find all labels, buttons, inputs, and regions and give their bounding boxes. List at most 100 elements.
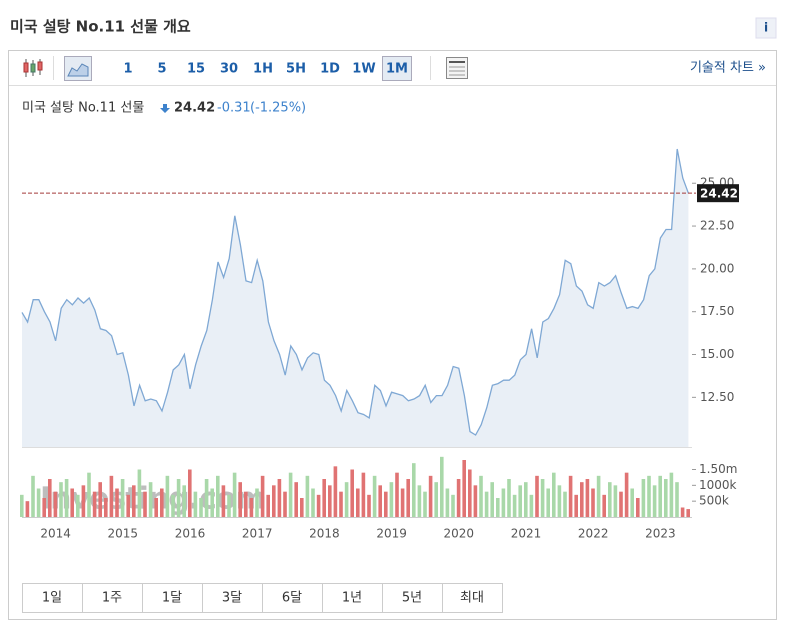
range-label[interactable]: 1년 — [342, 591, 362, 606]
volume-bar — [25, 501, 30, 517]
volume-bar — [664, 479, 668, 517]
volume-bar — [630, 488, 634, 517]
x-tick-label: 2016 — [175, 527, 206, 541]
volume-bar — [445, 488, 450, 517]
range-button[interactable] — [442, 583, 503, 613]
volume-bar — [64, 479, 69, 517]
title: 미국 설탕 No.11 선물 개요 — [10, 18, 191, 36]
range-label[interactable]: 최대 — [460, 591, 484, 606]
volume-bar — [249, 498, 254, 517]
y-tick-label: 15.00 — [700, 347, 734, 361]
volume-bar — [283, 491, 287, 517]
volume-bar — [76, 494, 80, 517]
volume-bar — [255, 488, 259, 517]
volume-bar — [574, 494, 578, 517]
volume-bar — [529, 494, 534, 517]
volume-bar — [305, 475, 310, 517]
range-label[interactable]: 1일 — [42, 591, 62, 606]
volume-bar — [188, 469, 192, 517]
volume-bar — [199, 498, 203, 517]
range-label[interactable]: 5년 — [402, 591, 422, 606]
volume-bar — [260, 475, 265, 517]
quote-change-pct: (-1.25%) — [250, 101, 306, 116]
volume-bar — [512, 494, 517, 517]
interval-button[interactable]: 5H — [286, 62, 306, 77]
volume-bar — [36, 488, 41, 517]
candle-icon[interactable] — [23, 59, 43, 77]
volume-bar — [350, 469, 354, 517]
interval-button[interactable]: 1W — [352, 62, 375, 77]
volume-bar — [624, 472, 629, 517]
range-button[interactable] — [202, 583, 263, 613]
volume-bar — [70, 488, 74, 517]
range-button[interactable] — [382, 583, 443, 613]
volume-bar — [193, 491, 198, 517]
volume-bar — [98, 482, 102, 517]
volume-bar — [221, 485, 226, 517]
volume-bar — [126, 494, 130, 517]
range-button[interactable] — [142, 583, 203, 613]
volume-bar — [456, 479, 461, 517]
volume-bar — [395, 472, 399, 517]
range-label[interactable]: 1달 — [162, 591, 182, 606]
interval-button[interactable]: 1D — [320, 62, 340, 77]
volume-bar — [406, 479, 410, 517]
volume-bar — [613, 485, 618, 517]
x-tick-label: 2020 — [444, 527, 475, 541]
volume-bar — [87, 472, 91, 517]
volume-bar — [557, 485, 562, 517]
interval-button[interactable]: 1 — [123, 62, 132, 77]
volume-bar — [59, 482, 63, 517]
volume-bar — [546, 488, 550, 517]
volume-bar — [339, 491, 343, 517]
interval-button[interactable]: 30 — [220, 62, 238, 77]
volume-bar — [322, 479, 326, 517]
volume-bar — [389, 482, 394, 517]
volume-bar — [272, 485, 276, 517]
volume-bar — [238, 482, 242, 517]
current-price-label: 24.42 — [700, 187, 738, 201]
volume-bar — [501, 488, 506, 517]
volume-bar — [288, 472, 293, 517]
x-tick-label: 2019 — [376, 527, 407, 541]
range-button[interactable] — [322, 583, 383, 613]
x-tick-label: 2017 — [242, 527, 273, 541]
info-button[interactable] — [755, 17, 777, 39]
volume-bar — [434, 482, 438, 517]
range-label[interactable]: 6달 — [282, 591, 302, 606]
technical-chart-link[interactable]: 기술적 차트 » — [690, 61, 766, 76]
volume-bar — [602, 494, 606, 517]
volume-bar — [400, 488, 405, 517]
x-tick-label: 2022 — [578, 527, 609, 541]
volume-bar — [31, 475, 35, 517]
price-area — [22, 149, 689, 447]
volume-bar — [440, 456, 444, 517]
volume-bar — [378, 485, 382, 517]
interval-button[interactable]: 15 — [187, 62, 205, 77]
volume-bar — [244, 491, 248, 517]
range-button[interactable] — [22, 583, 83, 613]
volume-bar — [423, 491, 427, 517]
volume-bar — [42, 498, 46, 517]
volume-bar — [490, 482, 494, 517]
down-arrow — [160, 104, 170, 113]
volume-bar — [428, 475, 433, 517]
table-icon[interactable] — [446, 57, 468, 79]
range-label[interactable]: 3달 — [222, 591, 242, 606]
volume-bar — [680, 507, 685, 517]
interval-button[interactable]: 1M — [386, 62, 408, 77]
range-button[interactable] — [82, 583, 143, 613]
interval-button[interactable]: 5 — [157, 62, 166, 77]
volume-bar — [81, 485, 86, 517]
active-interval-bg[interactable] — [382, 56, 412, 81]
volume-bar — [132, 485, 136, 517]
range-label[interactable]: 1주 — [102, 591, 122, 606]
y-tick-label: 12.50 — [700, 390, 734, 404]
info-icon[interactable]: i — [764, 21, 768, 35]
volume-bar — [154, 498, 158, 517]
interval-button[interactable]: 1H — [253, 62, 273, 77]
volume-bar — [232, 472, 237, 517]
volume-bar — [109, 475, 114, 517]
volume-bar — [210, 488, 214, 517]
